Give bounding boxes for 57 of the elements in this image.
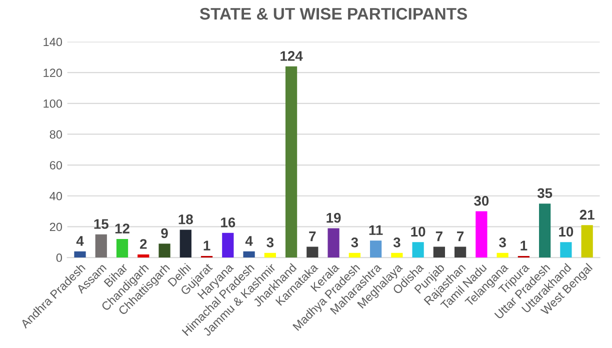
bar <box>180 230 192 258</box>
bar <box>264 252 276 258</box>
data-label: 1 <box>520 240 528 250</box>
data-label: 12 <box>115 224 130 234</box>
bar <box>285 66 298 258</box>
bar <box>560 242 572 258</box>
bar <box>95 234 107 258</box>
bar <box>116 239 128 258</box>
data-label: 3 <box>351 238 358 248</box>
y-tick-label: 140 <box>44 38 62 46</box>
bar <box>391 252 403 258</box>
data-label: 4 <box>76 236 84 246</box>
data-label: 3 <box>499 238 506 248</box>
bar <box>581 225 593 258</box>
bar <box>306 246 318 258</box>
data-label: 3 <box>266 238 274 248</box>
y-tick-label: 120 <box>44 68 62 77</box>
bar <box>74 251 86 258</box>
data-label: 21 <box>580 210 594 220</box>
bar <box>454 246 466 258</box>
y-tick-label: 0 <box>56 254 62 262</box>
bar <box>243 251 255 258</box>
bar <box>433 246 445 258</box>
data-label: 19 <box>326 212 341 223</box>
bar <box>158 244 170 258</box>
bar <box>222 232 234 258</box>
bar <box>496 252 508 258</box>
data-label: 10 <box>411 226 426 237</box>
bar <box>412 242 424 258</box>
bar <box>539 204 551 258</box>
data-label: 11 <box>369 225 383 235</box>
y-tick-label: 20 <box>50 222 62 232</box>
y-tick-label: 40 <box>50 192 62 200</box>
chart-title: STATE & UT WISE PARTICIPANTS <box>200 8 468 20</box>
data-label: 18 <box>178 214 193 224</box>
data-label: 7 <box>309 232 316 242</box>
y-tick-label: 100 <box>44 99 62 108</box>
data-label: 1 <box>204 240 210 250</box>
data-label: 10 <box>559 226 574 237</box>
y-tick-label: 60 <box>50 161 62 170</box>
bar <box>348 252 360 258</box>
data-label: 2 <box>140 239 147 249</box>
data-label: 124 <box>280 51 303 61</box>
data-label: 35 <box>537 188 552 198</box>
bar <box>370 240 382 258</box>
data-label: 4 <box>245 236 253 246</box>
data-label: 9 <box>161 228 168 238</box>
bar <box>328 228 340 258</box>
data-label: 7 <box>436 232 442 242</box>
data-label: 16 <box>221 218 236 228</box>
bar <box>138 254 150 258</box>
bar <box>476 211 488 258</box>
data-label: 3 <box>393 238 400 248</box>
y-tick-label: 80 <box>50 130 62 139</box>
data-label: 7 <box>457 232 464 242</box>
data-label: 30 <box>474 196 489 206</box>
data-label: 15 <box>94 219 108 229</box>
